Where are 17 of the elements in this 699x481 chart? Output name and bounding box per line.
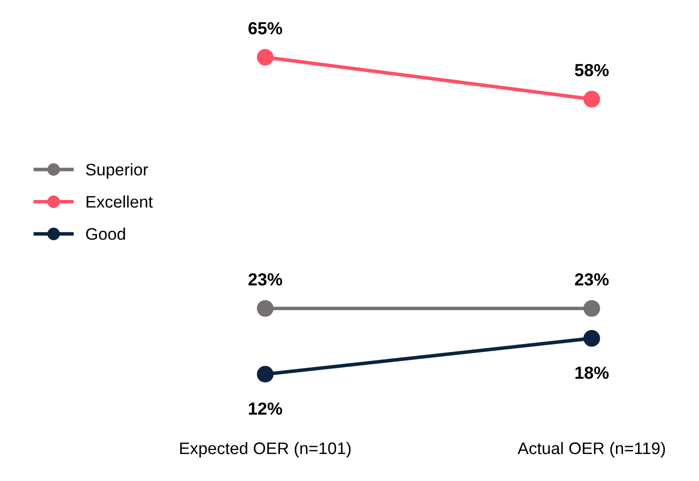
data-label: 65% (248, 22, 282, 34)
data-label: 23% (574, 273, 609, 286)
x-tick-label: Expected OER (n=101) (180, 442, 351, 458)
point (583, 330, 600, 347)
legend-label: Good (86, 228, 125, 240)
data-label: 18% (575, 366, 609, 379)
data-label: 58% (574, 64, 609, 76)
point (583, 90, 600, 108)
data-label: 23% (248, 273, 282, 286)
point (256, 300, 274, 317)
point (256, 48, 274, 66)
data-label: 12% (248, 402, 282, 415)
legend-label: Superior (86, 163, 148, 179)
x-tick-label: Actual OER (n=119) (518, 442, 665, 458)
point (256, 366, 274, 383)
legend-label: Excellent (86, 195, 153, 208)
point (583, 300, 600, 317)
